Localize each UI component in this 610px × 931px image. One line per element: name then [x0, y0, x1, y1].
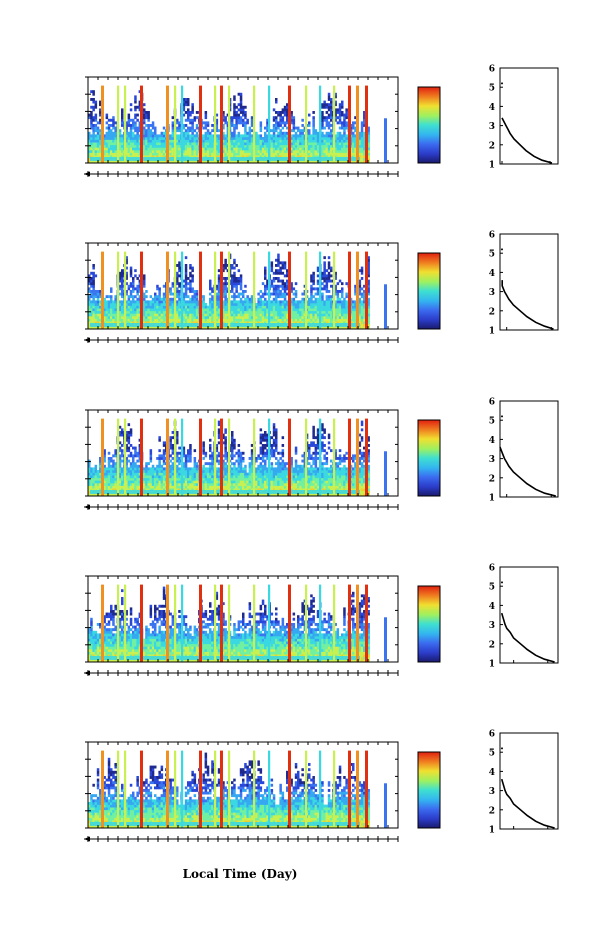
panel-5: 1 2 3 4 5 6 — [84, 730, 559, 842]
profile-y-tick-label: 6 — [489, 398, 495, 408]
profile-y-tick-label: 3 — [489, 787, 495, 797]
colorbar — [417, 585, 441, 663]
profile-frame — [499, 732, 559, 830]
profile-point — [501, 747, 503, 750]
profile-y-tick-label: 6 — [489, 564, 495, 574]
profile-y-tick-label: 3 — [489, 288, 495, 298]
profile-y-tick-label: 1 — [489, 660, 495, 670]
heatmap-frame — [87, 741, 399, 829]
profile-line — [499, 446, 556, 497]
panel-1: 1 2 3 4 5 6 — [84, 65, 559, 177]
panel-4: 1 2 3 4 5 6 — [84, 564, 559, 676]
profile-y-tick-label: 3 — [489, 455, 495, 465]
heatmap-frame — [87, 575, 399, 663]
profile-y-tick-label: 1 — [489, 161, 495, 171]
profile-y-tick-label: 2 — [489, 640, 495, 650]
date-axis-arrow — [84, 836, 90, 842]
heatmap-field — [88, 251, 387, 330]
profile-y-tick-label: 4 — [489, 602, 495, 612]
profile-y-tick-label: 4 — [489, 103, 495, 113]
colorbar — [417, 252, 441, 330]
profile-y-tick-label: 1 — [489, 826, 495, 836]
profile-y-tick-label: 5 — [489, 583, 495, 593]
profile-y-tick-label: 4 — [489, 768, 495, 778]
profile-y-tick-label: 6 — [489, 730, 495, 740]
heatmap-field — [88, 584, 387, 663]
profile-y-tick-label: 2 — [489, 141, 495, 151]
date-axis-arrow — [84, 171, 90, 177]
profile-frame — [499, 566, 559, 664]
heatmap-field — [88, 85, 387, 164]
profile-point — [501, 82, 503, 85]
profile-frame — [499, 67, 559, 165]
heatmap-field — [88, 750, 387, 829]
profile-y-tick-label: 6 — [489, 65, 495, 75]
date-axis-arrow — [84, 337, 90, 343]
profile-y-tick-label: 1 — [489, 327, 495, 337]
profile-y-tick-label: 2 — [489, 806, 495, 816]
heatmap-frame — [87, 242, 399, 330]
profile-frame — [499, 233, 559, 331]
colorbar — [417, 751, 441, 829]
profile-line — [501, 280, 554, 330]
heatmap-field — [88, 418, 387, 497]
panel-3: 1 2 3 4 5 6 — [84, 398, 559, 510]
profile-y-tick-label: 5 — [489, 749, 495, 759]
colorbar — [417, 419, 441, 497]
profile-y-tick-label: 5 — [489, 250, 495, 260]
profile-y-tick-label: 5 — [489, 84, 495, 94]
profile-y-tick-label: 1 — [489, 494, 495, 504]
profile-y-tick-label: 2 — [489, 474, 495, 484]
profile-frame — [499, 400, 559, 498]
date-axis-arrow — [84, 670, 90, 676]
profile-line — [500, 778, 555, 829]
date-axis-arrow — [84, 504, 90, 510]
profile-y-tick-label: 3 — [489, 122, 495, 132]
colorbar — [417, 86, 441, 164]
profile-point — [501, 581, 503, 584]
profile-point — [501, 415, 503, 418]
figure-xlabel: Local Time (Day) — [183, 867, 298, 881]
profile-line — [500, 612, 555, 663]
profile-point — [501, 248, 503, 251]
heatmap-frame — [87, 76, 399, 164]
profile-y-tick-label: 5 — [489, 417, 495, 427]
profile-y-tick-label: 4 — [489, 436, 495, 446]
panel-2: 1 2 3 4 5 6 — [84, 231, 559, 343]
profile-y-tick-label: 4 — [489, 269, 495, 279]
profile-y-tick-label: 2 — [489, 307, 495, 317]
profile-y-tick-label: 3 — [489, 621, 495, 631]
profile-line — [501, 117, 553, 164]
profile-y-tick-label: 6 — [489, 231, 495, 241]
heatmap-frame — [87, 409, 399, 497]
